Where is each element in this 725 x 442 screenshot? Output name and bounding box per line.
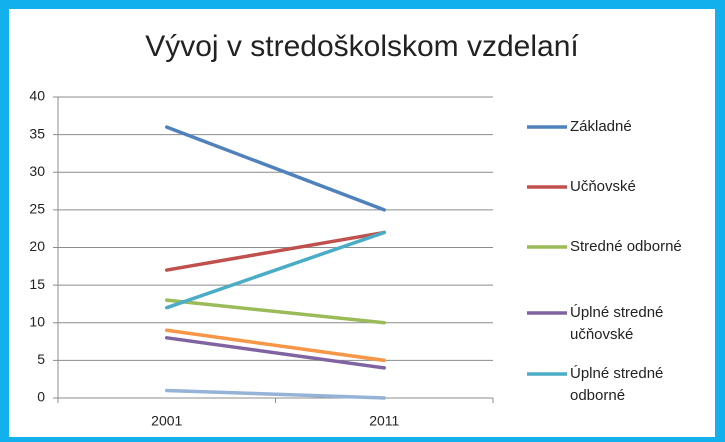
series-line [165, 230, 386, 272]
legend-label: Základné [570, 118, 632, 135]
y-tick-label: 15 [29, 276, 45, 292]
series-line [165, 298, 386, 325]
y-tick-label: 30 [29, 163, 45, 179]
legend-label: Úplné stredné odborné [570, 365, 664, 404]
series-line [165, 388, 386, 400]
y-tick-label: 0 [37, 389, 45, 405]
y-tick-label: 5 [37, 351, 45, 367]
series-line [165, 328, 386, 363]
y-tick-label: 25 [29, 201, 45, 217]
legend-label: Úplné stredné učňovské [570, 304, 664, 343]
series-line [165, 125, 386, 212]
legend-label: Učňovské [570, 178, 636, 195]
x-tick-label: 2001 [151, 413, 182, 429]
series-line [165, 230, 386, 310]
y-tick-label: 35 [29, 125, 45, 141]
series-line [165, 336, 386, 370]
chart-title: Vývoj v stredoškolskom vzdelaní [145, 30, 579, 63]
y-tick-label: 20 [29, 238, 45, 254]
legend-label: Stredné odborné [570, 238, 682, 255]
x-tick-label: 2011 [369, 413, 399, 429]
y-tick-label: 40 [29, 88, 45, 104]
y-tick-label: 10 [29, 313, 45, 329]
